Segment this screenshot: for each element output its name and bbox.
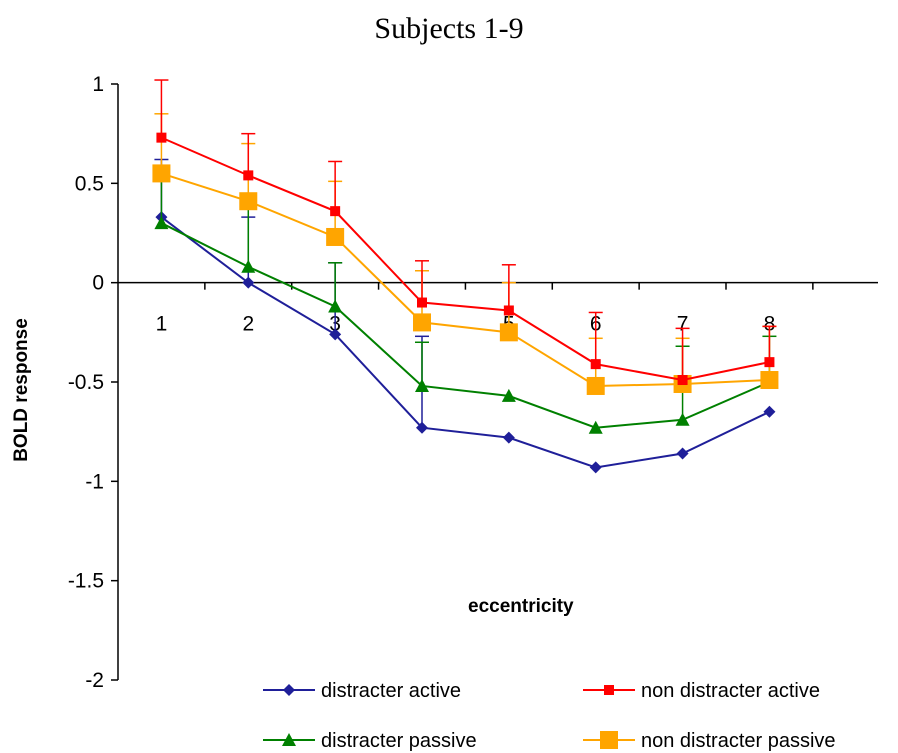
data-point <box>763 405 776 418</box>
data-point <box>330 206 341 217</box>
legend-marker <box>283 684 295 696</box>
series-line <box>160 222 770 429</box>
data-point <box>242 276 255 289</box>
data-point <box>152 164 171 183</box>
y-tick-label: -1 <box>85 470 104 493</box>
data-point <box>156 132 167 143</box>
legend-label: non distracter active <box>641 680 820 702</box>
legend-marker <box>600 731 618 749</box>
y-tick-label: 0.5 <box>75 172 104 195</box>
legend-marker <box>604 685 614 695</box>
data-point <box>503 305 514 316</box>
legend-label: non distracter passive <box>641 730 836 752</box>
data-point <box>239 192 258 211</box>
data-point <box>329 328 342 341</box>
data-point <box>415 378 429 392</box>
series-line <box>160 216 770 469</box>
x-axis-label: eccentricity <box>468 596 574 617</box>
data-point <box>677 375 688 386</box>
y-tick-label: -0.5 <box>68 371 104 394</box>
y-tick-label: 0 <box>92 272 104 295</box>
data-point <box>328 299 343 313</box>
data-point <box>502 431 515 444</box>
data-point <box>154 216 169 230</box>
data-point <box>588 420 603 434</box>
y-tick-label: 1 <box>92 73 104 96</box>
data-point <box>764 357 775 368</box>
data-point <box>501 388 516 402</box>
series-line <box>161 172 770 387</box>
data-point <box>413 313 431 332</box>
data-point <box>416 421 428 434</box>
x-tick-label: 1 <box>156 313 168 336</box>
data-point <box>760 371 779 390</box>
legend-marker <box>282 733 296 746</box>
y-tick-label: -2 <box>85 669 104 692</box>
x-tick-label: 2 <box>242 313 254 336</box>
data-point <box>675 412 690 426</box>
series-line <box>161 136 770 382</box>
data-point <box>586 376 605 395</box>
data-point <box>590 359 601 370</box>
y-tick-label: -1.5 <box>68 570 104 593</box>
data-point <box>243 170 254 181</box>
data-point <box>676 447 689 460</box>
chart-title: Subjects 1-9 <box>374 12 524 45</box>
data-point <box>589 461 602 474</box>
legend-label: distracter active <box>321 680 461 702</box>
data-point <box>499 323 518 342</box>
x-tick-label: 7 <box>677 313 689 336</box>
legend-label: distracter passive <box>321 730 477 752</box>
data-point <box>417 297 427 308</box>
data-point <box>326 227 345 246</box>
x-tick-label: 8 <box>764 313 776 336</box>
data-point <box>241 259 256 273</box>
